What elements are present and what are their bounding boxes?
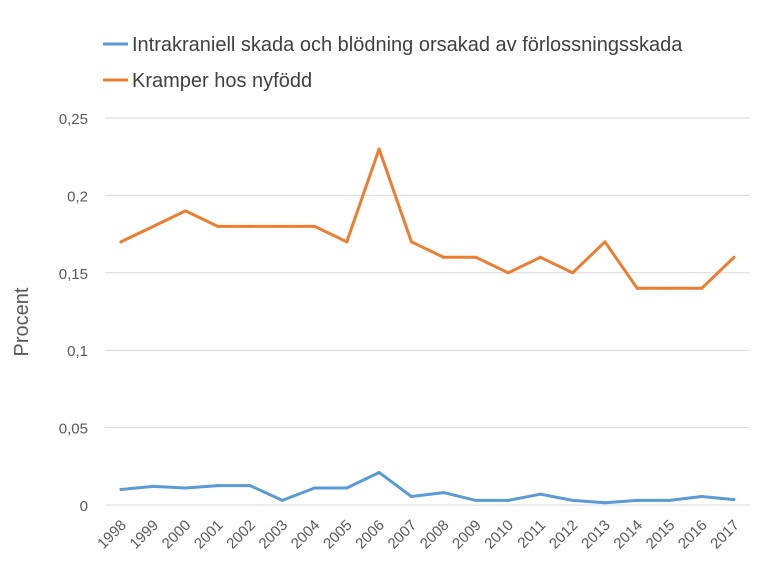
y-tick-label: 0 (80, 498, 88, 515)
data-point (345, 486, 349, 490)
y-axis-label: Procent (11, 287, 33, 356)
data-point (313, 486, 317, 490)
y-tick-label: 0,1 (67, 343, 88, 360)
data-point (667, 498, 671, 502)
data-point (248, 224, 252, 228)
x-tick-label: 2001 (191, 517, 227, 553)
data-point (409, 494, 413, 498)
data-point (700, 286, 704, 290)
x-tick-label: 2008 (417, 517, 453, 553)
data-point (377, 147, 381, 151)
legend-item: Kramper hos nyfödd (103, 70, 312, 92)
y-tick-label: 0,05 (59, 421, 88, 438)
x-tick-label: 2002 (223, 517, 259, 553)
y-tick-label: 0,2 (67, 188, 88, 205)
data-point (216, 484, 220, 488)
data-point (571, 498, 575, 502)
data-point (442, 255, 446, 259)
data-point (313, 224, 317, 228)
data-point (667, 286, 671, 290)
legend-item: Intrakraniell skada och blödning orsakad… (103, 34, 683, 56)
data-point (280, 498, 284, 502)
x-tick-label: 2004 (288, 517, 324, 553)
legend-label: Intrakraniell skada och blödning orsakad… (132, 34, 683, 56)
x-tick-label: 2011 (514, 517, 549, 552)
data-point (732, 498, 736, 502)
data-point (700, 494, 704, 498)
x-tick-label: 2016 (675, 517, 711, 553)
data-point (216, 224, 220, 228)
y-tick-label: 0,15 (59, 266, 88, 283)
data-point (506, 498, 510, 502)
data-point (151, 224, 155, 228)
x-tick-label: 2014 (610, 517, 646, 553)
x-tick-label: 2000 (159, 517, 195, 553)
y-tick-label: 0,25 (59, 111, 88, 128)
x-tick-label: 2015 (643, 517, 679, 553)
x-tick-label: 2006 (352, 517, 388, 553)
data-point (248, 484, 252, 488)
x-tick-label: 2010 (481, 517, 517, 553)
data-point (635, 498, 639, 502)
data-point (506, 271, 510, 275)
data-point (184, 209, 188, 213)
data-point (345, 240, 349, 244)
x-axis: 1998199920002001200220032004200520062007… (94, 517, 743, 553)
data-point (538, 255, 542, 259)
data-point (119, 240, 123, 244)
series-lines (119, 147, 736, 505)
data-point (603, 240, 607, 244)
data-point (571, 271, 575, 275)
x-tick-label: 1998 (94, 517, 130, 553)
y-axis: 0 0,05 0,1 0,15 0,2 0,25 (59, 111, 88, 515)
data-point (151, 484, 155, 488)
x-tick-label: 2005 (320, 517, 356, 553)
data-point (280, 224, 284, 228)
data-point (409, 240, 413, 244)
x-tick-label: 2009 (449, 517, 485, 553)
x-tick-label: 2017 (707, 517, 743, 553)
series-line-1 (119, 471, 736, 505)
data-point (732, 255, 736, 259)
data-point (442, 491, 446, 495)
legend: Intrakraniell skada och blödning orsakad… (103, 34, 683, 92)
data-point (603, 501, 607, 505)
data-point (538, 492, 542, 496)
x-tick-label: 2003 (256, 517, 292, 553)
data-point (635, 286, 639, 290)
data-point (119, 488, 123, 492)
data-point (184, 486, 188, 490)
legend-label: Kramper hos nyfödd (132, 70, 312, 92)
data-point (377, 470, 381, 474)
x-tick-label: 2013 (578, 517, 614, 553)
data-point (474, 255, 478, 259)
gridlines (105, 117, 750, 506)
x-tick-label: 1999 (126, 517, 162, 553)
x-tick-label: 2012 (546, 517, 582, 553)
series-line-2 (119, 147, 736, 290)
data-point (474, 498, 478, 502)
x-tick-label: 2007 (385, 517, 421, 553)
